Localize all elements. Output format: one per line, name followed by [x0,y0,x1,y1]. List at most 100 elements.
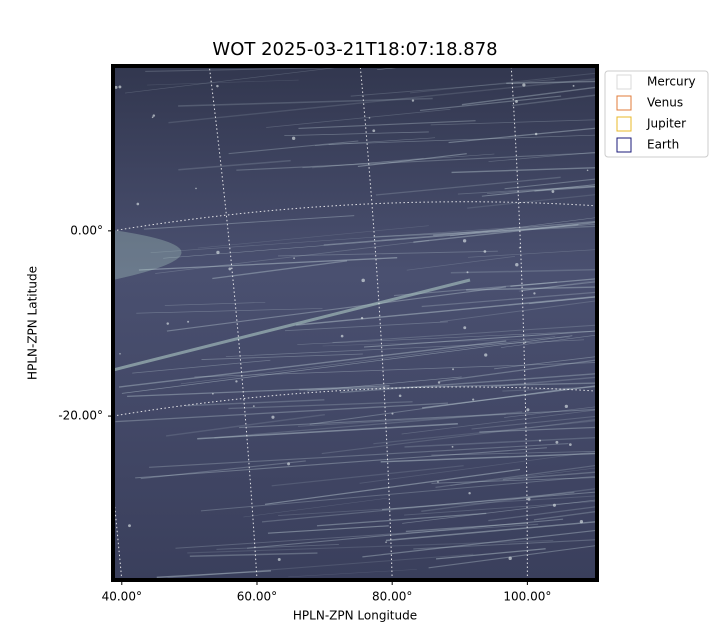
speck [151,116,154,119]
speck [114,85,118,89]
streak [261,491,575,523]
streak [359,451,597,484]
streak [385,520,597,542]
speck [411,99,415,102]
streak [481,184,597,197]
streak [115,402,449,423]
streak [534,186,597,192]
streak [278,495,597,517]
streak [288,569,417,578]
streak [362,529,597,558]
streak [201,353,363,360]
speck [216,84,219,88]
speck [533,292,536,295]
legend-swatch [616,137,632,153]
streak [506,80,597,85]
streak [430,119,597,126]
speck [287,462,291,466]
streak [332,324,597,344]
streak [175,523,539,549]
streak [138,257,398,271]
speck [551,190,555,193]
streak [502,386,597,392]
grid-line [359,66,393,580]
streak [467,249,597,258]
speck [372,129,376,133]
speck [538,439,542,442]
streak [450,467,597,486]
streak [449,217,597,237]
streak [413,539,597,550]
streak [164,302,266,306]
streak [197,423,458,440]
speck [119,353,121,355]
streak [381,491,597,511]
streak [228,140,359,155]
streak [278,250,498,257]
streak [406,256,516,271]
streak [140,460,306,480]
streak [401,409,597,435]
speck [527,497,531,501]
streak [136,308,323,314]
streak [467,193,597,209]
streak [298,120,476,130]
streak [405,522,526,533]
streak [236,152,597,171]
speck [515,262,519,267]
speck [555,440,559,444]
streak [504,178,597,190]
speck [136,202,140,206]
speck [340,334,344,338]
grid [113,66,597,580]
streak [479,426,597,433]
speck [211,392,214,395]
streak [312,157,424,169]
streak [375,176,561,196]
streak [433,220,597,236]
legend [604,70,709,158]
speck [534,132,538,136]
speck [452,368,455,371]
speck [391,412,394,415]
streak [228,401,413,410]
speck [483,250,487,253]
streak [502,471,597,481]
streak [178,159,291,171]
streak [150,227,517,253]
streak [214,411,523,439]
legend-label: Venus [647,96,683,110]
speck [569,443,572,447]
streak [380,452,597,463]
speck [195,187,197,190]
streak [494,356,597,370]
streak [135,447,547,479]
speck [291,136,296,140]
streak [321,418,597,455]
streak [404,436,597,448]
streak [299,382,597,391]
streak [189,552,318,557]
legend-label: Jupiter [646,117,686,131]
streak [510,278,597,287]
streak [297,330,597,345]
streak [145,66,340,72]
y-tick-label: -20.00° [58,409,103,423]
axes-frame [111,64,599,582]
speck [235,380,238,383]
streak [212,260,348,280]
streak [132,359,271,374]
streak [373,225,597,238]
speck [228,267,232,271]
streak [267,525,389,534]
streak [121,335,573,394]
streak [340,373,597,394]
streak [431,477,597,484]
streak [420,95,562,112]
streak [422,385,597,409]
streak [163,223,597,259]
speck [484,353,488,357]
streak [284,321,448,332]
streak [156,570,272,579]
grid-line [510,66,528,580]
